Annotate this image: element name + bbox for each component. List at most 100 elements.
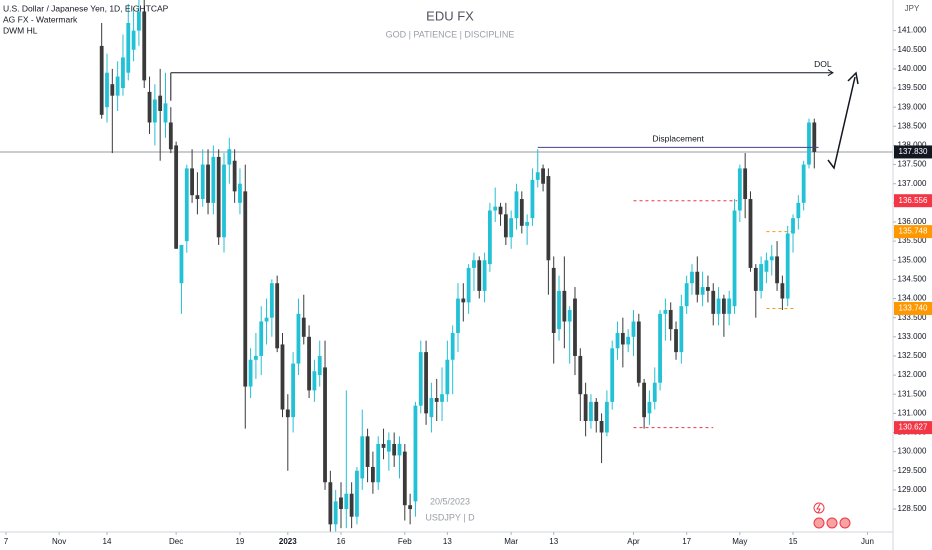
candle-body: [190, 168, 194, 196]
indicator-label: DWM HL: [3, 25, 38, 35]
candle-body: [706, 287, 710, 291]
event-icon[interactable]: [839, 517, 851, 529]
candle-body: [110, 84, 115, 96]
x-tick-label: Apr: [627, 537, 640, 546]
price-label-box: [894, 301, 932, 315]
candle-body: [663, 310, 668, 314]
candle-body: [503, 214, 508, 238]
candle-body: [397, 443, 402, 456]
candle-body: [158, 95, 163, 111]
y-tick-label: 133.000: [898, 332, 927, 341]
x-tick-label: Feb: [398, 537, 412, 546]
y-tick-label: 128.500: [898, 504, 927, 513]
y-tick-label: 130.000: [898, 447, 927, 456]
candle-body: [636, 321, 641, 383]
candle-body: [509, 218, 514, 238]
candle-body: [238, 183, 242, 203]
candle-body: [466, 267, 471, 303]
event-icon[interactable]: [826, 517, 838, 529]
candle-body: [386, 440, 391, 452]
candle-body: [216, 156, 221, 238]
candle-body: [402, 451, 407, 506]
candle-body: [477, 260, 482, 291]
candle-body: [668, 310, 673, 330]
x-tick-label: 7: [4, 537, 9, 546]
candle-body: [312, 371, 317, 391]
x-tick-label: Dec: [169, 537, 183, 546]
candle-body: [610, 348, 615, 402]
candle-body: [775, 256, 779, 284]
candle-body: [573, 298, 577, 356]
candle-body: [615, 332, 620, 349]
candle-body: [445, 359, 450, 395]
candle-body: [349, 493, 354, 517]
x-tick-label: 13: [549, 537, 558, 546]
candle-body: [743, 168, 748, 200]
candle-body: [195, 195, 200, 200]
y-tick-label: 140.500: [898, 45, 927, 54]
displacement-label: Displacement: [652, 134, 704, 144]
x-tick-label: Mar: [504, 537, 518, 546]
candle-body: [514, 191, 519, 219]
x-tick-label: 16: [337, 537, 346, 546]
x-tick-label: 19: [235, 537, 244, 546]
x-tick-label: 13: [443, 537, 452, 546]
candle-body: [126, 22, 131, 73]
y-tick-label: 135.000: [898, 255, 927, 264]
dol-label: DOL: [814, 59, 832, 69]
candle-body: [174, 145, 179, 249]
candle-body: [413, 405, 418, 502]
watermark-date: 20/5/2023: [430, 496, 470, 506]
candle-body: [211, 156, 216, 203]
candle-body: [307, 336, 311, 391]
candle-body: [222, 164, 226, 238]
y-tick-label: 134.500: [898, 275, 927, 284]
watermark-motto: GOD | PATIENCE | DISCIPLINE: [386, 29, 515, 39]
candle-body: [535, 172, 540, 180]
event-icons: [813, 502, 851, 529]
x-tick-label: 14: [103, 537, 112, 546]
symbol-title: U.S. Dollar / Japanese Yen, 1D, EIGHTCAP: [3, 3, 169, 13]
candle-body: [727, 298, 732, 314]
candle-body: [339, 497, 343, 510]
price-label-box: [894, 421, 932, 435]
candle-body: [557, 290, 561, 330]
y-tick-label: 137.000: [898, 179, 927, 188]
candle-body: [280, 344, 285, 410]
candle-body: [626, 336, 631, 345]
y-tick-label: 135.500: [898, 236, 927, 245]
candle-body: [137, 11, 141, 31]
event-icon[interactable]: [813, 502, 825, 514]
candle-body: [227, 149, 232, 165]
candle-body: [328, 482, 333, 525]
candle-body: [408, 505, 413, 510]
candle-body: [206, 164, 210, 203]
candle-body: [418, 352, 423, 406]
candle-body: [105, 72, 109, 108]
y-tick-label: 132.500: [898, 351, 927, 360]
candle-body: [519, 199, 524, 226]
candle-body: [594, 401, 599, 422]
candle-body: [599, 421, 604, 433]
candle-body: [583, 394, 588, 422]
candle-body: [323, 367, 327, 483]
price-label: 130.627: [899, 423, 928, 432]
candle-body: [791, 218, 795, 234]
candle-body: [796, 202, 801, 219]
candle-body: [291, 363, 296, 418]
x-tick-label: May: [732, 537, 747, 546]
candle-body: [472, 260, 476, 268]
y-tick-label: 140.000: [898, 64, 927, 73]
candle-body: [493, 206, 498, 211]
candle-body: [269, 283, 274, 318]
candle-body: [317, 355, 322, 376]
overlay: DOL Displacement: [170, 59, 834, 148]
candle-body: [759, 264, 764, 291]
price-label-box: [894, 225, 932, 239]
candle-body: [674, 329, 678, 353]
event-icon[interactable]: [813, 517, 825, 529]
y-tick-label: 131.500: [898, 389, 927, 398]
candle-body: [259, 321, 264, 356]
candle-body: [163, 103, 168, 123]
